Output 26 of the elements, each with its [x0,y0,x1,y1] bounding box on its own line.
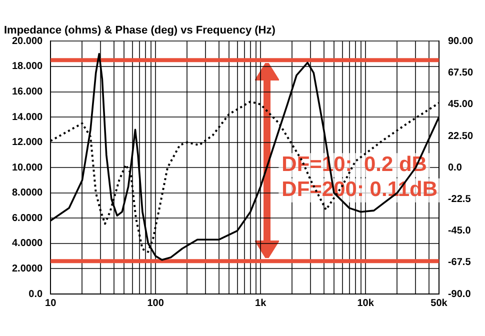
y2-tick-label: 0.0 [448,162,462,174]
y-tick-label: 2.0000 [12,263,44,274]
y2-tick-label: 45.00 [448,99,474,110]
x-tick-label: 1k [255,298,267,309]
y-tick-label: 6.0000 [12,212,44,224]
y-tick-label: 8.0000 [12,188,44,199]
x-tick-label: 10 [45,298,57,309]
y2-tick-label: 90.00 [448,36,474,47]
x-tick-label: 50k [430,298,448,309]
y2-tick-label: 22.50 [448,130,474,142]
y2-tick-label: -67.5 [448,257,472,268]
y-tick-label: 14.000 [12,112,44,123]
x-tick-label: 100 [147,298,164,309]
y-tick-label: 0.0 [28,288,44,300]
y-tick-label: 12.000 [12,137,44,148]
y-tick-label: 4.0000 [12,238,44,250]
y-tick-label: 18.000 [12,61,44,72]
y2-tick-label: -90.0 [448,288,472,300]
y-tick-label: 16.000 [12,86,44,98]
chart-title: Impedance (ohms) & Phase (deg) vs Frequency (Hz) [4,24,276,37]
y2-tick-label: -45.0 [448,226,472,237]
y2-tick-label: 67.50 [448,68,474,79]
x-tick-label: 10k [357,298,374,309]
y-tick-label: 10.000 [12,162,44,174]
y-tick-label: 20.000 [12,36,44,47]
y2-tick-label: -22.5 [448,194,472,205]
